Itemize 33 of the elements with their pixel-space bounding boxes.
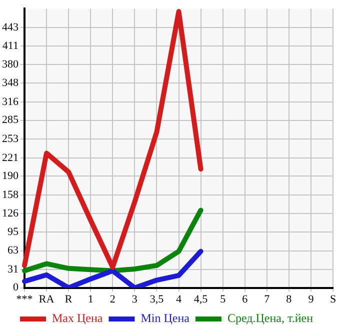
y-tick-label: 285	[2, 114, 19, 126]
y-tick-label: 348	[2, 77, 19, 90]
y-tick-label: 190	[2, 170, 19, 182]
legend-label: Сред.Цена, т.йен	[227, 311, 314, 326]
y-tick-label: 253	[2, 132, 19, 145]
y-tick-label: 443	[2, 21, 19, 34]
y-tick-label: 411	[2, 40, 18, 52]
y-tick-label: 316	[2, 96, 19, 108]
x-tick-label: ***	[16, 293, 33, 306]
x-tick-label: 1	[88, 293, 94, 306]
x-tick-label: 2	[110, 293, 116, 306]
legend-label: Min Цена	[140, 311, 190, 326]
x-tick-label: 4,5	[194, 293, 208, 306]
legend-label: Max Цена	[52, 311, 104, 326]
x-tick-label: R	[64, 293, 73, 306]
y-tick-label: 380	[2, 58, 19, 70]
x-tick-label: 7	[264, 293, 270, 306]
y-tick-label: 221	[2, 152, 18, 164]
x-tick-label: 8	[286, 293, 292, 306]
y-tick-label: 95	[8, 226, 19, 238]
y-tick-label: 63	[8, 244, 19, 257]
y-tick-label: 126	[2, 208, 19, 220]
x-tick-label: 6	[242, 293, 248, 306]
y-tick-label: 0	[13, 282, 19, 294]
x-tick-label: 3,5	[150, 293, 164, 306]
y-tick-label: 158	[2, 188, 19, 201]
x-tick-label: S	[330, 293, 336, 306]
x-tick-label: 5	[220, 293, 226, 306]
x-tick-label: RA	[38, 293, 54, 306]
x-tick-label: 4	[176, 293, 182, 306]
x-tick-label: 3	[132, 293, 138, 306]
y-tick-label: 31	[8, 263, 18, 276]
x-tick-label: 9	[308, 293, 314, 306]
